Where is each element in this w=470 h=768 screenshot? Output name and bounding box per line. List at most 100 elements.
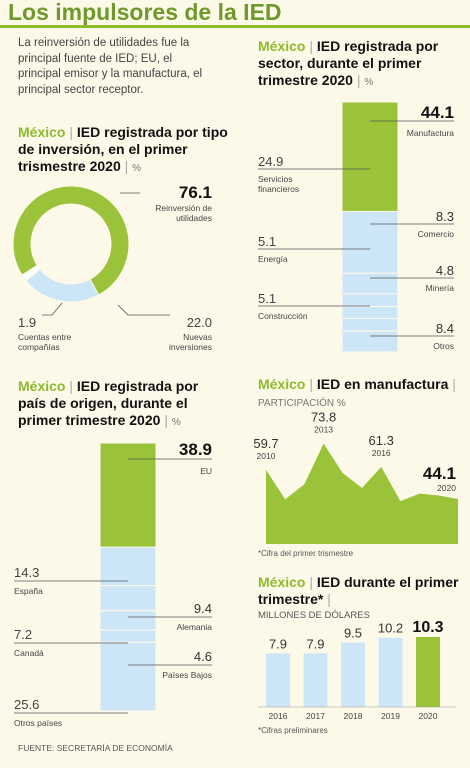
source-note: FUENTE: SECRETARÍA DE ECONOMÍA (18, 743, 173, 753)
manufactura-note: *Cifra del primer trismestre (258, 549, 354, 558)
manufactura-heading: México | IED en manufactura | PARTICIPAC… (258, 376, 456, 409)
donut-label-1: Nuevas inversiones (169, 332, 212, 352)
pais-segment-1 (99, 546, 157, 587)
donut-label-0: Reinversión de utilidades (155, 203, 212, 223)
pais-segment-4 (99, 629, 157, 643)
sector-label-4: Minería (426, 283, 455, 293)
anual-value-2: 9.5 (344, 625, 362, 640)
anual-year-2: 2018 (344, 711, 363, 721)
sector-segment-1 (341, 210, 399, 274)
manufactura-year-3: 2020 (437, 483, 456, 493)
tipo-title: IED registrada por tipo de inversión, en… (18, 124, 228, 174)
anual-bar-3 (378, 637, 403, 707)
manufactura-unit: PARTICIPACIÓN % (258, 398, 346, 409)
tipo-country: México (18, 124, 66, 140)
sector-segment-2 (341, 272, 399, 295)
sector-label-3: Energía (258, 254, 288, 264)
anual-bar-4 (416, 637, 440, 707)
intro-text: La reinversión de utilidades fue la prin… (18, 37, 203, 96)
pais-segment-5 (99, 641, 157, 712)
anual-title: IED durante el primer trimestre* (258, 574, 459, 607)
anual-value-4: 10.3 (412, 619, 443, 636)
tipo-unit: % (132, 163, 142, 174)
manufactura-value-0: 59.7 (253, 436, 278, 451)
pais-stacked-bar-chart: 38.9 EU 14.3 España 9.4 Alemania 7.2 Canadá 4.6 P… (14, 440, 213, 728)
pais-segment-3 (99, 610, 157, 631)
manufactura-value-3: 44.1 (423, 464, 456, 483)
pais-title: IED registrada por país de origen, duran… (18, 378, 199, 428)
pais-label-1: España (14, 586, 43, 596)
donut-value-1: 22.0 (187, 315, 212, 330)
sector-heading: México | IED registrada por sector, dura… (258, 38, 439, 88)
sector-value-2: 8.3 (436, 209, 454, 224)
donut-value-0: 76.1 (179, 183, 212, 202)
anual-country: México (258, 574, 306, 590)
pais-label-2: Alemania (177, 622, 213, 632)
manufactura-year-0: 2010 (257, 451, 276, 461)
sector-segment-4 (341, 306, 399, 319)
anual-bar-chart: 7.9 2016 7.9 2017 9.5 2018 10.2 2019 10.3 2020 (258, 619, 456, 721)
pais-value-2: 9.4 (194, 601, 212, 616)
anual-bar-1 (303, 653, 328, 707)
sector-value-1: 24.9 (258, 154, 283, 169)
sector-label-5: Construcción (258, 311, 308, 321)
sector-country: México (258, 38, 306, 54)
manufactura-area (266, 443, 458, 544)
sector-label-0: Manufactura (407, 128, 455, 138)
anual-heading: México | IED durante el primer trimestre… (258, 574, 459, 607)
donut-slice-2 (21, 264, 41, 282)
pais-heading: México | IED registrada por país de orig… (18, 378, 199, 428)
anual-bar-2 (341, 642, 365, 707)
pais-segment-2 (99, 585, 157, 612)
tipo-heading: México | IED registrada por tipo de inve… (18, 124, 228, 174)
sector-title: IED registrada por sector, durante el pr… (258, 38, 439, 88)
anual-year-1: 2017 (306, 711, 325, 721)
sector-value-6: 8.4 (436, 321, 454, 336)
anual-value-0: 7.9 (269, 636, 287, 651)
pais-label-4: Países Bajos (162, 670, 212, 680)
pais-country: México (18, 378, 66, 394)
sector-segment-3 (341, 293, 399, 308)
anual-year-0: 2016 (269, 711, 288, 721)
manufactura-value-2: 61.3 (369, 433, 394, 448)
pais-value-3: 7.2 (14, 627, 32, 642)
sector-label-2: Comercio (418, 229, 455, 239)
sector-label-6: Otros (433, 341, 454, 351)
anual-note: *Cifras preliminares (258, 726, 328, 735)
title-underline (0, 25, 470, 28)
manufactura-title: IED en manufactura (316, 376, 449, 392)
page-title: Los impulsores de la IED (8, 0, 282, 25)
anual-year-3: 2019 (381, 711, 400, 721)
sector-value-0: 44.1 (421, 103, 454, 122)
anual-year-4: 2020 (419, 711, 438, 721)
donut-slice-0 (12, 185, 130, 296)
donut-leader-1 (117, 304, 170, 316)
sector-segment-6 (341, 330, 399, 353)
sector-stacked-bar-chart: 44.1 Manufactura 24.9 Servicios financieros 8… (258, 101, 455, 353)
manufactura-country: México (258, 376, 306, 392)
pais-segment-0 (99, 442, 157, 548)
pais-value-0: 38.9 (179, 440, 212, 459)
pais-unit: % (171, 417, 181, 428)
manufactura-value-1: 73.8 (311, 412, 336, 425)
manufactura-year-2: 2016 (372, 448, 391, 458)
sector-value-3: 5.1 (258, 234, 276, 249)
pais-value-1: 14.3 (14, 565, 39, 580)
sector-segment-0 (341, 101, 399, 212)
sector-segment-5 (341, 317, 399, 332)
donut-leader-2 (42, 302, 63, 316)
pais-value-5: 25.6 (14, 697, 39, 712)
sector-label-1: Servicios financieros (258, 174, 299, 194)
pais-label-5: Otros países (14, 718, 62, 728)
manufactura-year-1: 2013 (314, 425, 333, 435)
sector-value-5: 5.1 (258, 291, 276, 306)
pais-label-0: EU (200, 466, 212, 476)
sector-unit: % (364, 77, 374, 88)
anual-unit: MILLONES DE DÓLARES (258, 610, 370, 621)
sector-value-4: 4.8 (436, 263, 454, 278)
donut-label-2: Cuentas entre compañías (18, 332, 72, 352)
anual-bar-0 (266, 653, 290, 707)
anual-value-3: 10.2 (378, 621, 403, 636)
